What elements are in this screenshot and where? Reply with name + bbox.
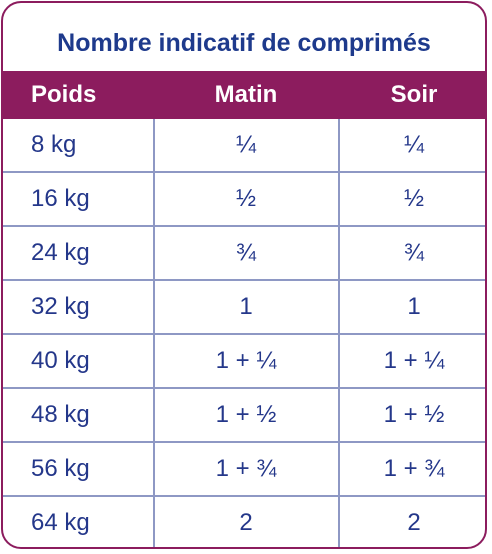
table-cell: ½ bbox=[235, 185, 256, 212]
table-row: 40 kg 1 + ¼ 1 + ¼ bbox=[3, 335, 485, 389]
table-cell: 32 kg bbox=[31, 293, 90, 320]
table-cell: 1 bbox=[239, 293, 253, 320]
table-cell: 8 kg bbox=[31, 131, 77, 158]
table-cell: 1 + ¾ bbox=[383, 455, 445, 482]
table-cell: 1 bbox=[407, 293, 421, 320]
table-cell: 40 kg bbox=[31, 347, 90, 374]
table-row: 48 kg 1 + ½ 1 + ½ bbox=[3, 389, 485, 443]
dosage-card: Nombre indicatif de comprimés Poids Matin… bbox=[1, 1, 487, 549]
table-cell: 16 kg bbox=[31, 185, 90, 212]
table-cell: 1 + ¼ bbox=[215, 347, 277, 374]
table-row: 24 kg ¾ ¾ bbox=[3, 227, 485, 281]
table-cell: 1 + ¾ bbox=[215, 455, 277, 482]
table-row: 8 kg ¼ ¼ bbox=[3, 119, 485, 173]
table-cell: 24 kg bbox=[31, 239, 90, 266]
table-cell: 2 bbox=[239, 509, 253, 536]
header-cell: Soir bbox=[390, 81, 438, 108]
table-cell: 2 bbox=[407, 509, 421, 536]
table-cell: 1 + ½ bbox=[215, 401, 277, 428]
table-row: 32 kg 1 1 bbox=[3, 281, 485, 335]
table-row: 16 kg ½ ½ bbox=[3, 173, 485, 227]
table-cell: ¼ bbox=[235, 131, 256, 158]
table-cell: ½ bbox=[403, 185, 424, 212]
table-cell: ¾ bbox=[403, 239, 424, 266]
table-title: Nombre indicatif de comprimés bbox=[57, 29, 431, 57]
table-cell: 48 kg bbox=[31, 401, 90, 428]
table-cell: 1 + ¼ bbox=[383, 347, 445, 374]
table-row: 64 kg 2 2 bbox=[3, 497, 485, 547]
header-row: Poids Matin Soir bbox=[3, 71, 485, 119]
header-cell: Poids bbox=[31, 81, 97, 108]
table-cell: 56 kg bbox=[31, 455, 90, 482]
table-cell: ¾ bbox=[235, 239, 256, 266]
table-cell: 64 kg bbox=[31, 509, 90, 536]
header-cell: Matin bbox=[214, 81, 278, 108]
table-cell: 1 + ½ bbox=[383, 401, 445, 428]
table-row: 56 kg 1 + ¾ 1 + ¾ bbox=[3, 443, 485, 497]
table-cell: ¼ bbox=[403, 131, 424, 158]
